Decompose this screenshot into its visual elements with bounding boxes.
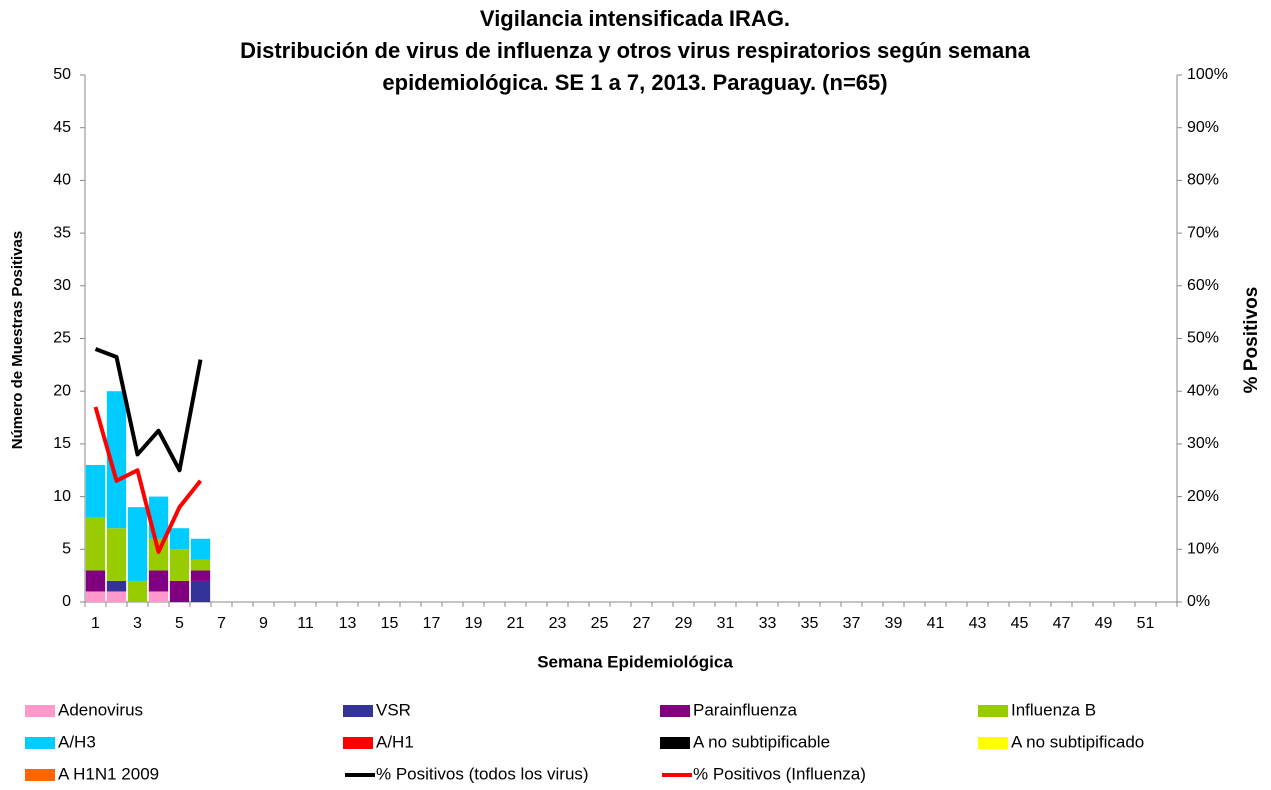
x-tick-label: 7 [217, 615, 226, 632]
y2-tick-label: 10% [1187, 541, 1219, 558]
legend-label: A H1N1 2009 [58, 764, 159, 783]
legend-swatch [343, 705, 373, 717]
bar [85, 591, 106, 602]
bar [190, 559, 211, 571]
x-tick-label: 51 [1137, 615, 1155, 632]
bar [169, 528, 190, 550]
x-tick-label: 31 [717, 615, 735, 632]
y-tick-label: 25 [53, 330, 71, 347]
y-tick-label: 40 [53, 172, 71, 189]
legend-swatch [25, 705, 55, 717]
legend-swatch [25, 769, 55, 781]
x-tick-label: 9 [259, 615, 268, 632]
x-tick-label: 27 [633, 615, 651, 632]
x-tick-label: 47 [1053, 615, 1071, 632]
x-tick-label: 13 [339, 615, 357, 632]
y2-tick-label: 70% [1187, 224, 1219, 241]
x-tick-label: 37 [843, 615, 861, 632]
y-tick-label: 45 [53, 119, 71, 136]
bar [190, 570, 211, 581]
bar [106, 528, 127, 581]
bar [169, 549, 190, 581]
legend-swatch [978, 705, 1008, 717]
chart-title: Distribución de virus de influenza y otr… [240, 38, 1031, 63]
bar [169, 580, 190, 602]
chart-title: epidemiológica. SE 1 a 7, 2013. Paraguay… [382, 70, 887, 95]
bar [106, 391, 127, 529]
line [94, 347, 203, 473]
legend-swatch [660, 705, 690, 717]
y2-tick-label: 80% [1187, 172, 1219, 189]
legend-swatch [343, 737, 373, 749]
line [93, 406, 203, 554]
bar [106, 580, 127, 592]
bar [85, 517, 106, 571]
legend-label: Parainfluenza [693, 700, 798, 719]
y2-axis-label: % Positivos [1241, 287, 1262, 394]
x-tick-label: 49 [1095, 615, 1113, 632]
y2-tick-label: 30% [1187, 435, 1219, 452]
x-tick-label: 21 [507, 615, 525, 632]
y-tick-label: 5 [62, 541, 71, 558]
legend-label: A/H1 [376, 732, 414, 751]
y-tick-label: 15 [53, 435, 71, 452]
y-axis-label: Número de Muestras Positivas [9, 231, 26, 449]
bar [190, 538, 211, 560]
x-axis-label: Semana Epidemiológica [537, 652, 733, 671]
legend-label: A no subtipificado [1011, 732, 1144, 751]
bar [127, 580, 148, 602]
y2-tick-label: 60% [1187, 277, 1219, 294]
y2-tick-label: 40% [1187, 382, 1219, 399]
y2-tick-label: 100% [1187, 66, 1228, 83]
x-tick-label: 29 [675, 615, 693, 632]
bar [106, 591, 127, 602]
x-tick-label: 43 [969, 615, 987, 632]
x-tick-label: 35 [801, 615, 819, 632]
y-tick-label: 30 [53, 277, 71, 294]
x-tick-label: 39 [885, 615, 903, 632]
y-tick-label: 20 [53, 382, 71, 399]
y2-tick-label: 50% [1187, 330, 1219, 347]
y-tick-label: 35 [53, 224, 71, 241]
x-tick-label: 3 [133, 615, 142, 632]
legend-swatch [660, 737, 690, 749]
y2-tick-label: 20% [1187, 488, 1219, 505]
chart-title: Vigilancia intensificada IRAG. [480, 6, 790, 31]
x-tick-label: 19 [465, 615, 483, 632]
bar [190, 580, 211, 602]
y-tick-label: 10 [53, 488, 71, 505]
legend-label: A no subtipificable [693, 732, 830, 751]
x-tick-label: 41 [927, 615, 945, 632]
legend-label: A/H3 [58, 732, 96, 751]
legend-swatch [25, 737, 55, 749]
bar [148, 570, 169, 592]
legend-label: % Positivos (Influenza) [693, 764, 866, 783]
x-tick-label: 33 [759, 615, 777, 632]
x-tick-label: 25 [591, 615, 609, 632]
y2-tick-label: 90% [1187, 119, 1219, 136]
x-tick-label: 45 [1011, 615, 1029, 632]
y-tick-label: 0 [62, 593, 71, 610]
x-tick-label: 15 [381, 615, 399, 632]
x-tick-label: 23 [549, 615, 567, 632]
x-tick-label: 17 [423, 615, 441, 632]
legend-label: VSR [376, 700, 411, 719]
bar [85, 570, 106, 592]
legend-label: Adenovirus [58, 700, 143, 719]
bar [148, 591, 169, 602]
x-tick-label: 5 [175, 615, 184, 632]
bar [127, 507, 148, 581]
y2-tick-label: 0% [1187, 593, 1210, 610]
bar [148, 538, 169, 571]
legend-label: Influenza B [1011, 700, 1096, 719]
legend-swatch [978, 737, 1008, 749]
x-tick-label: 1 [91, 615, 100, 632]
x-tick-label: 11 [297, 615, 314, 632]
legend-label: % Positivos (todos los virus) [376, 764, 589, 783]
y-tick-label: 50 [53, 66, 71, 83]
bar [85, 464, 106, 518]
